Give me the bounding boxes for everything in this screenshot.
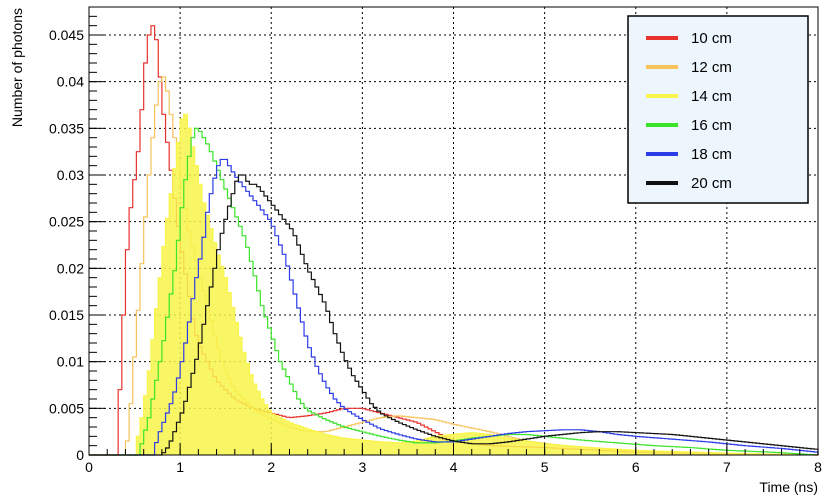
y-tick-label-5: 0.025 [49, 214, 84, 230]
x-tick-label-1: 1 [176, 459, 184, 475]
legend-entry-10-cm: 10 cm [691, 30, 732, 47]
y-tick-label-3: 0.015 [49, 307, 84, 323]
legend: 10 cm 12 cm 14 cm 16 cm 18 cm 20 cm [627, 15, 809, 204]
series-line-18-cm [89, 158, 819, 456]
x-tick-label-4: 4 [450, 459, 458, 475]
series-line-20-cm [89, 174, 819, 456]
x-axis-label: Time (ns) [759, 479, 818, 495]
y-tick-label-9: 0.045 [49, 27, 84, 43]
series-line-14-cm [89, 113, 819, 456]
legend-box [627, 15, 809, 204]
y-tick-label-4: 0.02 [57, 260, 84, 276]
series-line-16-cm [89, 127, 819, 456]
y-axis-label: Number of photons [9, 8, 25, 127]
x-tick-label-8: 8 [814, 459, 822, 475]
x-tick-label-3: 3 [358, 459, 366, 475]
y-tick-label-2: 0.01 [57, 354, 84, 370]
y-tick-label-6: 0.03 [57, 167, 84, 183]
y-tick-label-0: 0 [76, 447, 84, 463]
x-tick-label-5: 5 [541, 459, 549, 475]
series-group [89, 25, 819, 456]
axis-ticks [88, 6, 819, 456]
legend-entry-12-cm: 12 cm [691, 59, 732, 76]
legend-entry-14-cm: 14 cm [691, 88, 732, 105]
x-tick-label-7: 7 [723, 459, 731, 475]
tick-labels: 0 1 2 3 4 5 6 7 8 0 0.005 0.01 0.015 0.02 0.025 0.03 0.0… [49, 27, 822, 475]
y-tick-label-8: 0.04 [57, 74, 84, 90]
legend-entry-20-cm: 20 cm [691, 175, 732, 192]
y-tick-label-1: 0.005 [49, 400, 84, 416]
x-tick-label-6: 6 [632, 459, 640, 475]
x-tick-label-2: 2 [267, 459, 275, 475]
y-tick-label-7: 0.035 [49, 120, 84, 136]
legend-entry-18-cm: 18 cm [691, 146, 732, 163]
x-tick-label-0: 0 [85, 459, 93, 475]
legend-entry-16-cm: 16 cm [691, 117, 732, 134]
